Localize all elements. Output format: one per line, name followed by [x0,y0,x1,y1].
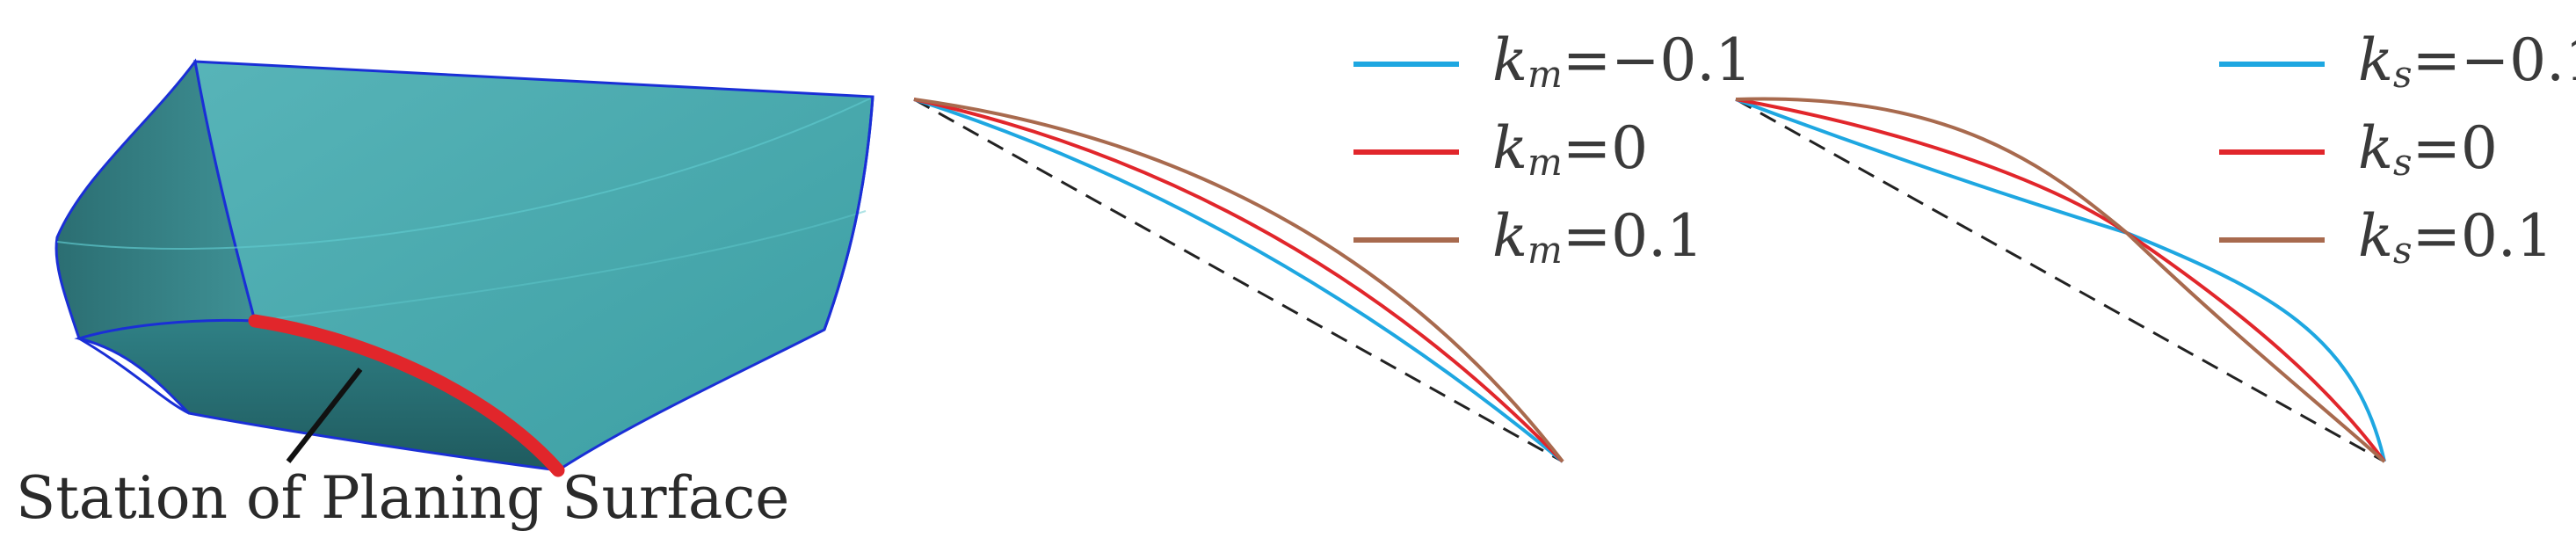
reference-chord-dashed [1735,98,2385,463]
legend-entry: km=−0.1 [1353,26,1752,105]
planing-surface-station-curve [248,314,565,477]
km-neg-0.1-curve [913,98,1564,463]
legend-label: km=0.1 [1492,202,1704,272]
km-0-curve [913,98,1564,463]
caption-leader-line [286,367,363,463]
km-curve-panel [913,98,1564,463]
legend-swatch [1353,62,1459,67]
legend-entry: ks=0.1 [2219,202,2576,281]
hull-chine-line [78,337,190,415]
ks-curve-panel [1735,97,2386,463]
hull-feature-line [56,98,871,250]
legend-swatch [2219,149,2325,155]
hull-transom-edge [823,96,874,331]
legend-swatch [1353,149,1459,155]
reference-chord-dashed [913,98,1564,463]
km-0.1-curve [913,98,1564,463]
legend-swatch [2219,237,2325,243]
legend-swatch [1353,237,1459,243]
legend-label: km=0 [1492,114,1649,184]
legend-entry: ks=−0.1 [2219,26,2576,105]
legend-label: km=−0.1 [1492,26,1752,96]
legend-label: ks=0.1 [2358,202,2553,272]
legend-label: ks=0 [2358,114,2498,184]
hull-feature-line [254,210,867,322]
legend-swatch [2219,62,2325,67]
legend-entry: km=0 [1353,114,1740,193]
legend-entry: ks=0 [2219,114,2576,193]
hull-caption: Station of Planing Surface [16,464,790,532]
ks-0.1-curve [1735,97,2386,463]
legend-entry: km=0.1 [1353,202,1740,281]
legend-label: ks=−0.1 [2358,26,2576,96]
hull-model [54,58,874,477]
